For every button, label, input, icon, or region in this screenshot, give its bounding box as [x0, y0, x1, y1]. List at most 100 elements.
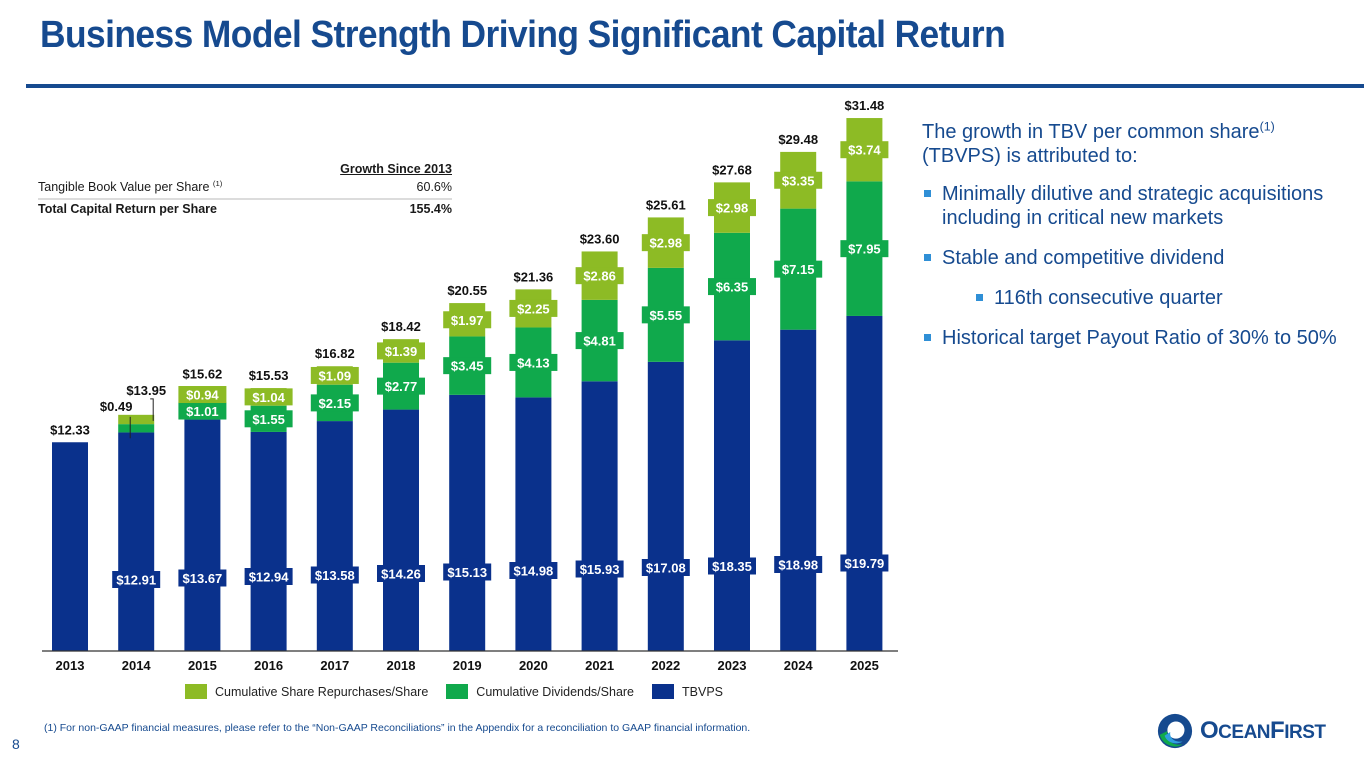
bullet-consecutive-quarter: 116th consecutive quarter — [922, 286, 1352, 310]
data-label: $14.26 — [381, 567, 421, 582]
x-tick-label-2015: 2015 — [188, 658, 217, 673]
data-label: $15.13 — [447, 565, 487, 580]
data-label-bg — [377, 565, 425, 582]
bar-segment-tbvps-2015 — [184, 419, 221, 651]
legend-item-repurchases: Cumulative Share Repurchases/Share — [184, 684, 429, 699]
legend-swatch-dividends — [446, 684, 469, 699]
page-title: Business Model Strength Driving Signific… — [40, 14, 1006, 56]
data-label: $3.45 — [451, 359, 484, 374]
stacked-bar-chart: $12.33 $12.91 $13.95 $13.67 $1.01$0.94 $15.62… — [42, 100, 898, 673]
data-label-bg — [310, 394, 359, 412]
legend-label: Cumulative Share Repurchases/Share — [214, 684, 429, 699]
total-label-2025: $31.48 — [845, 100, 885, 113]
data-label: $12.94 — [249, 570, 290, 585]
data-label: $12.91 — [116, 573, 156, 588]
data-label: $1.01 — [186, 404, 219, 419]
data-label-bg — [708, 278, 756, 296]
data-label-bg — [774, 171, 823, 189]
data-label: $4.81 — [583, 334, 616, 349]
data-label-bg — [443, 357, 492, 375]
side-panel: The growth in TBV per common share(1) (T… — [922, 120, 1352, 366]
legend-label: Cumulative Dividends/Share — [476, 684, 635, 699]
data-label-bg — [575, 560, 624, 578]
growth-row-value: 155.4% — [409, 202, 452, 216]
bar-segment-tbvps-2019 — [449, 394, 486, 651]
growth-table: Growth Since 2013 Tangible Book Value pe… — [38, 162, 452, 220]
bar-segment-tbvps-2024 — [780, 329, 817, 651]
bar-segment-tbvps-2014 — [118, 432, 155, 651]
data-label-bg — [178, 569, 227, 587]
legend-item-tbvps: TBVPS — [652, 684, 723, 699]
data-label: $2.86 — [583, 269, 616, 284]
data-label-bg — [641, 306, 690, 324]
data-label: $3.74 — [848, 143, 881, 158]
growth-row-value: 60.6% — [416, 180, 452, 194]
logo-wordmark: OCEANFIRST — [1200, 717, 1326, 744]
bar-segment-tbvps-2020 — [515, 397, 552, 651]
total-label-2017: $16.82 — [315, 346, 355, 361]
data-label: $2.77 — [385, 379, 418, 394]
data-label-bg — [575, 267, 624, 285]
total-label-2024: $29.48 — [778, 132, 818, 147]
growth-table-header: Growth Since 2013 — [340, 162, 452, 176]
data-label: $7.15 — [782, 262, 815, 277]
bullet-acquisitions: Minimally dilutive and strategic acquisi… — [922, 182, 1352, 230]
legend-label: TBVPS — [682, 684, 724, 699]
title-divider — [26, 84, 1364, 88]
side-intro: The growth in TBV per common share(1) (T… — [922, 119, 1275, 167]
x-tick-label-2013: 2013 — [56, 658, 85, 673]
bar-segment-tbvps-2025 — [846, 315, 883, 651]
data-label-dividends-2014: $0.49 — [100, 399, 133, 414]
x-tick-label-2019: 2019 — [453, 658, 482, 673]
data-label-bg — [377, 342, 425, 360]
data-label: $18.35 — [712, 559, 752, 574]
bar-segment-tbvps-2018 — [383, 409, 419, 651]
total-label-2019: $20.55 — [447, 283, 487, 298]
data-label-bg — [112, 571, 161, 588]
data-label-bg — [641, 559, 690, 576]
data-label: $3.35 — [782, 173, 815, 188]
oceanfirst-logo: OCEANFIRST — [1156, 712, 1326, 750]
legend-item-dividends: Cumulative Dividends/Share — [446, 684, 634, 699]
total-label-2016: $15.53 — [249, 368, 289, 383]
callouts-group: $0.49 — [100, 398, 154, 439]
total-label-2023: $27.68 — [712, 162, 752, 177]
data-label-bg — [509, 353, 558, 371]
data-label: $2.25 — [517, 301, 550, 316]
growth-row-label: Tangible Book Value per Share (1) — [38, 178, 223, 194]
legend-swatch-repurchases — [184, 684, 207, 699]
data-label-bg — [641, 234, 690, 252]
bars-group: $12.33 $12.91 $13.95 $13.67 $1.01$0.94 $15.62… — [50, 100, 889, 651]
data-label: $1.39 — [385, 344, 418, 359]
data-label: $2.15 — [319, 396, 352, 411]
bar-segment-cumulative-share-repurchases-share-2014 — [118, 414, 155, 425]
footnote-ref: (1) — [1259, 119, 1275, 134]
x-tick-label-2018: 2018 — [387, 658, 416, 673]
total-label-2014: $13.95 — [126, 383, 166, 398]
data-label-bg — [310, 366, 359, 384]
x-tick-labels: 2013 2014 2015 2016 2017 2018 2019 2020 2021 2022… — [56, 658, 879, 673]
data-label-bg — [840, 240, 889, 258]
x-tick-label-2023: 2023 — [718, 658, 747, 673]
data-label-bg — [443, 563, 492, 581]
total-label-2020: $21.36 — [514, 269, 554, 284]
bar-segment-tbvps-2016 — [250, 431, 287, 651]
data-label: $2.98 — [650, 236, 683, 251]
data-label: $4.13 — [517, 355, 550, 370]
total-label-2018: $18.42 — [381, 319, 421, 334]
bullet-payout-ratio: Historical target Payout Ratio of 30% to… — [922, 326, 1352, 350]
growth-table-row: Total Capital Return per Share 155.4% — [38, 200, 452, 220]
data-label-bg — [244, 568, 293, 585]
data-label: $19.79 — [845, 556, 885, 571]
data-label: $0.94 — [186, 388, 219, 403]
chart-legend: Cumulative Share Repurchases/Share Cumul… — [0, 684, 900, 699]
data-label-bg — [509, 562, 558, 579]
total-label-2022: $25.61 — [646, 197, 686, 212]
data-label: $14.98 — [514, 564, 554, 579]
total-label-2021: $23.60 — [580, 231, 620, 246]
x-tick-label-2020: 2020 — [519, 658, 548, 673]
bar-segment-tbvps-2021 — [581, 381, 618, 651]
data-label: $13.58 — [315, 568, 355, 583]
data-label-bg — [708, 557, 756, 575]
data-label: $5.55 — [650, 308, 683, 323]
